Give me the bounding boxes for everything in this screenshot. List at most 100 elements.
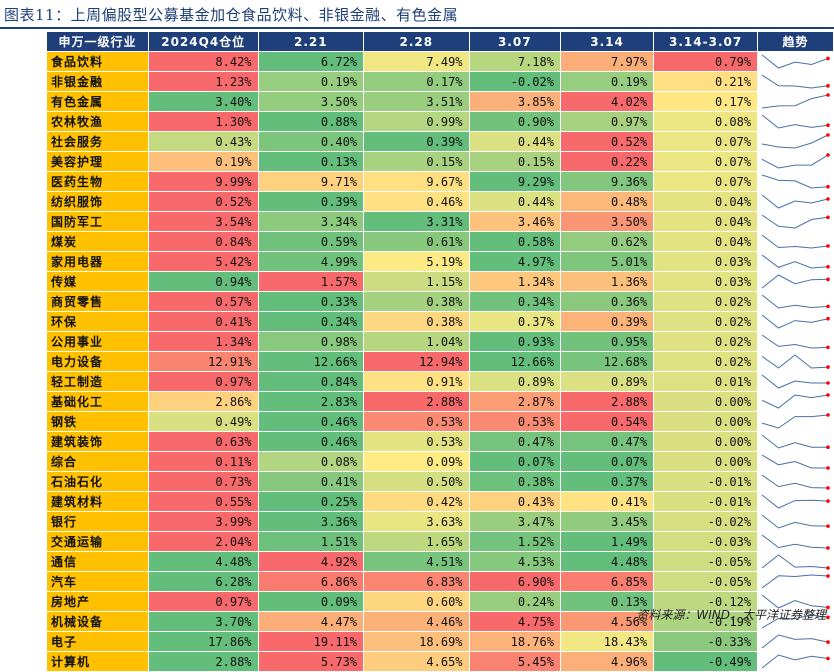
table-row: 国防军工 3.54% 3.34% 3.31% 3.46% 3.50% 0.04%	[46, 211, 834, 232]
trend-sparkline-cell	[757, 251, 834, 272]
position-d0307: 1.52%	[468, 531, 561, 552]
position-change: 0.04%	[653, 191, 759, 212]
sparkline-end-marker	[826, 486, 830, 490]
position-q4: 0.49%	[147, 411, 259, 432]
position-d0228: 4.46%	[363, 611, 470, 632]
position-d0228: 0.38%	[363, 311, 470, 332]
sparkline-end-marker	[826, 316, 830, 321]
position-d0314: 1.36%	[559, 271, 655, 292]
trend-sparkline	[761, 174, 830, 189]
industry-name: 纺织服饰	[46, 191, 149, 212]
position-d0221: 0.08%	[257, 451, 365, 472]
industry-name: 轻工制造	[46, 371, 149, 392]
position-q4: 2.04%	[147, 531, 259, 552]
position-change: -0.01%	[653, 471, 759, 492]
position-d0228: 0.61%	[363, 231, 470, 252]
sparkline-end-marker	[826, 574, 830, 578]
position-d0228: 3.63%	[363, 511, 470, 532]
trend-sparkline-cell	[757, 631, 834, 652]
position-d0221: 4.92%	[257, 551, 365, 572]
sparkline-line	[761, 394, 829, 409]
position-d0221: 0.98%	[257, 331, 365, 352]
sparkline-line	[761, 494, 829, 509]
position-d0307: 0.58%	[468, 231, 561, 252]
table-row: 交通运输 2.04% 1.51% 1.65% 1.52% 1.49% -0.03%	[46, 531, 834, 552]
industry-name: 商贸零售	[46, 291, 149, 312]
position-q4: 0.97%	[147, 371, 259, 392]
trend-sparkline-cell	[757, 511, 834, 532]
position-d0228: 0.46%	[363, 191, 470, 212]
position-q4: 0.41%	[147, 311, 259, 332]
position-d0307: 4.75%	[468, 611, 561, 632]
trend-sparkline-cell	[757, 211, 834, 232]
sparkline-line	[761, 374, 829, 389]
trend-sparkline-cell	[757, 171, 834, 192]
sparkline-line	[761, 274, 829, 289]
sparkline-line	[761, 234, 829, 249]
position-change: -0.05%	[653, 551, 759, 572]
sparkline-line	[761, 574, 829, 589]
position-d0314: 0.95%	[559, 331, 655, 352]
position-q4: 5.42%	[147, 251, 259, 272]
position-d0228: 0.17%	[363, 71, 470, 92]
trend-sparkline-cell	[757, 291, 834, 312]
industry-name: 社会服务	[46, 131, 149, 152]
trend-sparkline	[761, 234, 830, 249]
header-row: 申万一级行业 2024Q4仓位 2.21 2.28 3.07 3.14 3.14…	[46, 31, 834, 52]
position-q4: 0.52%	[147, 191, 259, 212]
position-d0228: 2.88%	[363, 391, 470, 412]
col-header-0307: 3.07	[468, 31, 561, 52]
position-d0307: 1.34%	[468, 271, 561, 292]
trend-sparkline	[761, 434, 830, 450]
industry-name: 环保	[46, 311, 149, 332]
sparkline-end-marker	[826, 184, 830, 189]
trend-sparkline	[761, 634, 830, 649]
sparkline-line	[761, 454, 829, 469]
position-d0221: 0.33%	[257, 291, 365, 312]
position-q4: 3.40%	[147, 91, 259, 112]
position-d0228: 0.42%	[363, 491, 470, 512]
position-q4: 3.99%	[147, 511, 259, 532]
position-d0307: 5.45%	[468, 651, 561, 672]
position-d0314: 0.36%	[559, 291, 655, 312]
table-row: 电子 17.86% 19.11% 18.69% 18.76% 18.43% -0.33%	[46, 631, 834, 652]
position-d0314: 0.54%	[559, 411, 655, 432]
position-d0221: 0.09%	[257, 591, 365, 612]
sparkline-line	[762, 94, 829, 109]
position-change: -0.12%	[653, 591, 759, 612]
trend-sparkline-cell	[757, 451, 834, 472]
trend-sparkline-cell	[757, 111, 834, 132]
position-change: 0.07%	[653, 151, 759, 172]
trend-sparkline-cell	[757, 151, 834, 172]
table-row: 建筑装饰 0.63% 0.46% 0.53% 0.47% 0.47% 0.00%	[46, 431, 834, 452]
sparkline-line	[761, 294, 829, 309]
trend-sparkline-cell	[757, 431, 834, 452]
position-q4: 0.11%	[147, 451, 259, 472]
position-change: 0.02%	[653, 331, 759, 352]
sparkline-end-marker	[826, 197, 830, 201]
position-change: 0.00%	[653, 431, 759, 452]
position-d0314: 0.13%	[559, 591, 655, 612]
sparkline-end-marker	[826, 381, 830, 385]
position-d0221: 9.71%	[257, 171, 365, 192]
industry-name: 国防军工	[46, 211, 149, 232]
position-d0307: 0.15%	[468, 151, 561, 172]
sparkline-end-marker	[826, 345, 830, 350]
position-d0307: 0.47%	[468, 431, 561, 452]
industry-name: 综合	[46, 451, 149, 472]
position-change: 0.02%	[653, 291, 759, 312]
position-d0228: 0.60%	[363, 591, 470, 612]
position-q4: 17.86%	[147, 631, 259, 652]
table-row: 汽车 6.28% 6.86% 6.83% 6.90% 6.85% -0.05%	[46, 571, 834, 592]
table-row: 计算机 2.88% 5.73% 4.65% 5.45% 4.96% -0.49%	[46, 651, 834, 672]
sparkline-end-marker	[826, 304, 830, 309]
table-row: 农林牧渔 1.30% 0.88% 0.99% 0.90% 0.97% 0.08%	[46, 111, 834, 132]
sparkline-end-marker	[826, 605, 830, 610]
sparkline-end-marker	[826, 93, 830, 97]
sparkline-end-marker	[826, 265, 830, 269]
position-d0228: 0.15%	[363, 151, 470, 172]
sparkline-end-marker	[826, 277, 830, 282]
industry-name: 食品饮料	[46, 51, 149, 72]
title-underline	[0, 27, 834, 29]
position-d0314: 0.97%	[559, 111, 655, 132]
